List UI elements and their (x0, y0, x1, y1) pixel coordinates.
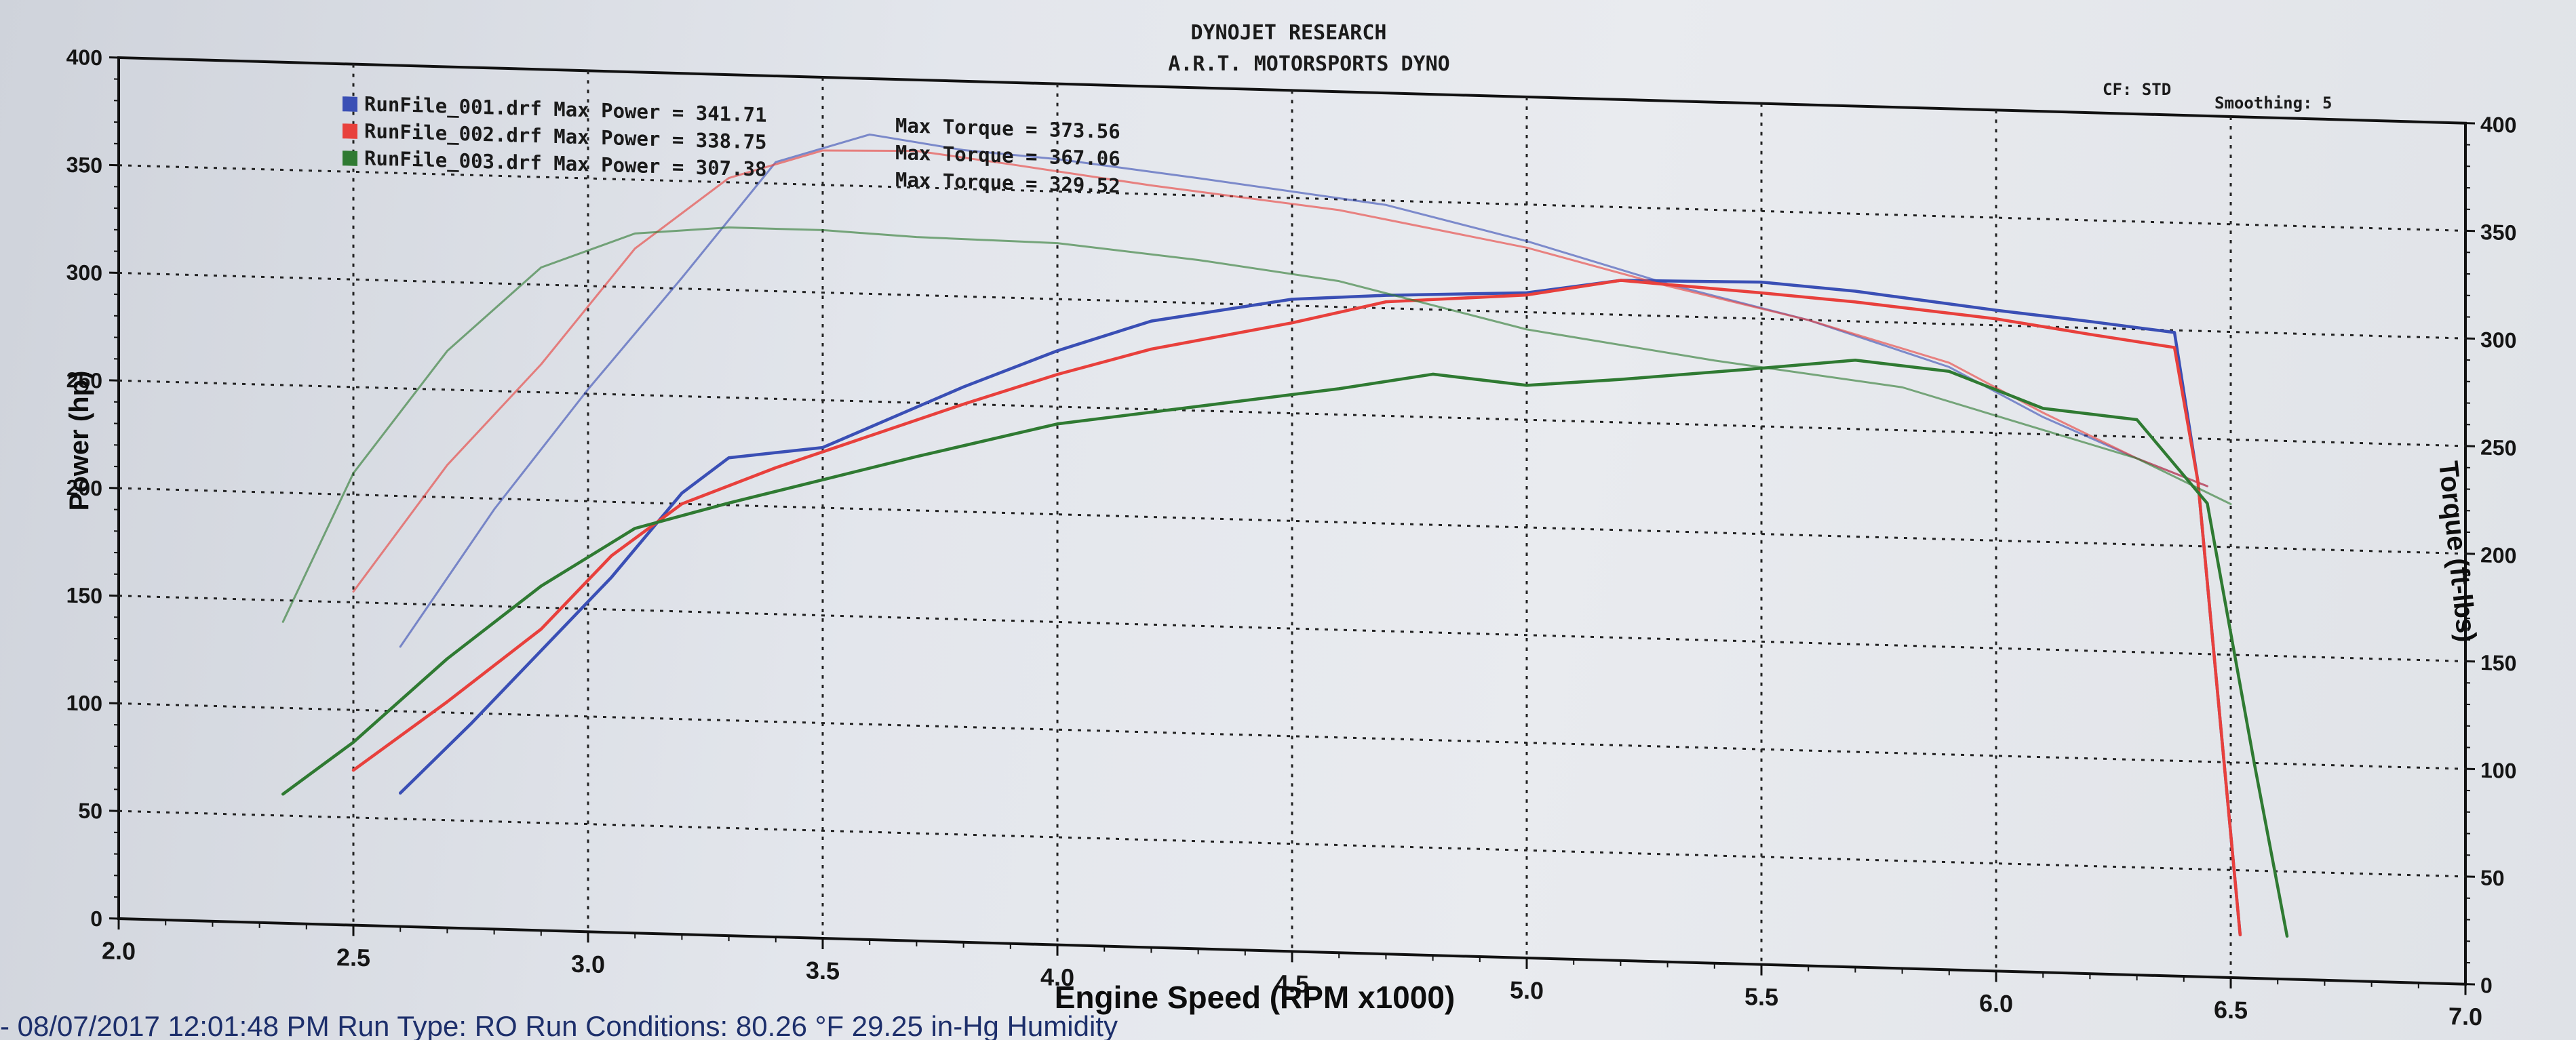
y-tick-label: 400 (66, 45, 102, 70)
y-tick-label: 150 (66, 583, 102, 608)
y2-tick-label: 100 (2480, 758, 2516, 783)
x-tick-label: 2.5 (336, 943, 370, 972)
grid-line-y (119, 487, 2465, 555)
smoothing-label: Smoothing: 5 (2214, 94, 2332, 113)
grid-line-y (119, 272, 2465, 340)
y-tick-label: 0 (90, 906, 102, 931)
y-tick-label: 350 (66, 153, 102, 178)
legend-torque-run1: Max Torque = 373.56 (895, 114, 1120, 143)
y-tick-label: 250 (66, 367, 102, 393)
x-tick-label: 2.0 (102, 936, 136, 965)
x-tick-label: 3.5 (806, 956, 840, 984)
grid-line-y (119, 379, 2465, 447)
x-tick-label: 5.5 (1744, 982, 1778, 1011)
cf-label: CF: STD (2103, 80, 2171, 99)
y2-tick-label: 350 (2480, 220, 2516, 245)
chart-subtitle: A.R.T. MOTORSPORTS DYNO (1168, 52, 1449, 76)
series-run3-torque (281, 226, 2232, 623)
series-run3-power (281, 358, 2289, 938)
x-tick-label: 3.0 (571, 950, 605, 978)
y-tick-label: 200 (66, 475, 102, 500)
y2-tick-label: 300 (2480, 327, 2516, 353)
legend-torque-run2: Max Torque = 367.06 (895, 141, 1120, 170)
grid-line-y (119, 595, 2465, 662)
series-lines (281, 133, 2289, 938)
y2-tick-label: 0 (2480, 973, 2493, 997)
y2-tick-label: 200 (2480, 542, 2516, 567)
x-tick-label: 6.0 (1979, 989, 2013, 1018)
x-axis-title: Engine Speed (RPM x1000) (1055, 980, 1456, 1015)
grid-line-y (119, 164, 2465, 232)
y-axis-title: Power (hp) (64, 371, 94, 511)
y-tick-label: 300 (66, 260, 102, 285)
x-tick-label: 4.5 (1275, 969, 1309, 998)
axis-ticks: 2.0 2.5 3.0 3.5 4.0 4.5 5.0 5.5 6.0 6.5 7.0 0 50 100 1… (66, 45, 2517, 1031)
y2-tick-label: 250 (2480, 435, 2516, 460)
legend-swatch-run2 (343, 123, 357, 139)
run-info-footer: - 08/07/2017 12:01:48 PM Run Type: RO Ru… (0, 1010, 1118, 1040)
legend: RunFile_001.drf Max Power = 341.71 Max T… (343, 92, 1120, 197)
y2-tick-label: 50 (2480, 866, 2505, 891)
series-run2-torque (352, 149, 2208, 593)
x-tick-label: 5.0 (1510, 976, 1544, 1004)
grid-line-y (119, 809, 2465, 878)
legend-torque-run3: Max Torque = 329.52 (895, 168, 1120, 197)
y2-tick-label: 150 (2480, 650, 2516, 675)
y2-axis-title: Torque (ft-lbs) (2433, 460, 2482, 643)
chart-title: DYNOJET RESEARCH (1191, 21, 1387, 45)
y2-tick-label: 400 (2480, 112, 2516, 137)
legend-swatch-run1 (343, 96, 357, 112)
series-run1-power (398, 279, 2242, 937)
grid-line-y (119, 702, 2465, 770)
x-tick-label: 7.0 (2448, 1002, 2482, 1031)
legend-swatch-run3 (343, 151, 357, 166)
plot-area: 2.0 2.5 3.0 3.5 4.0 4.5 5.0 5.5 6.0 6.5 7.0 0 50 100 1… (66, 45, 2517, 1031)
x-tick-label: 4.0 (1040, 963, 1074, 991)
y-tick-label: 100 (66, 690, 102, 715)
grid-lines (119, 64, 2465, 978)
y-tick-label: 50 (78, 799, 102, 824)
series-run2-power (351, 279, 2242, 937)
x-tick-label: 6.5 (2214, 995, 2248, 1024)
